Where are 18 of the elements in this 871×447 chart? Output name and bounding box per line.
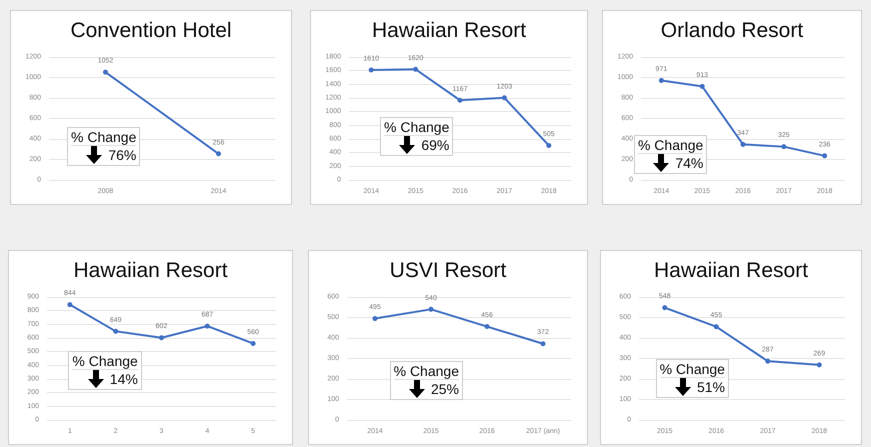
annotation: % Change [638, 136, 704, 154]
annotation: 25% [430, 381, 459, 397]
chart-title: Hawaiian Resort [73, 259, 228, 282]
chart-title: Orlando Resort [660, 19, 804, 42]
annotation: % Change [394, 363, 459, 380]
annotation: 76% [108, 146, 136, 163]
annotation: 14% [110, 371, 138, 388]
chart-title: Convention Hotel [70, 19, 232, 42]
annotation: % Change [71, 128, 136, 146]
annotation: 51% [696, 379, 725, 396]
annotation: % Change [660, 361, 725, 378]
chart-title: Hawaiian Resort [372, 19, 526, 42]
chart-title: USVI Resort [390, 259, 507, 282]
annotation: % Change [384, 119, 450, 136]
chart-title: Hawaiian Resort [654, 259, 808, 282]
annotation: 74% [675, 154, 704, 171]
annotation: % Change [72, 353, 138, 370]
annotation: 69% [421, 137, 450, 154]
